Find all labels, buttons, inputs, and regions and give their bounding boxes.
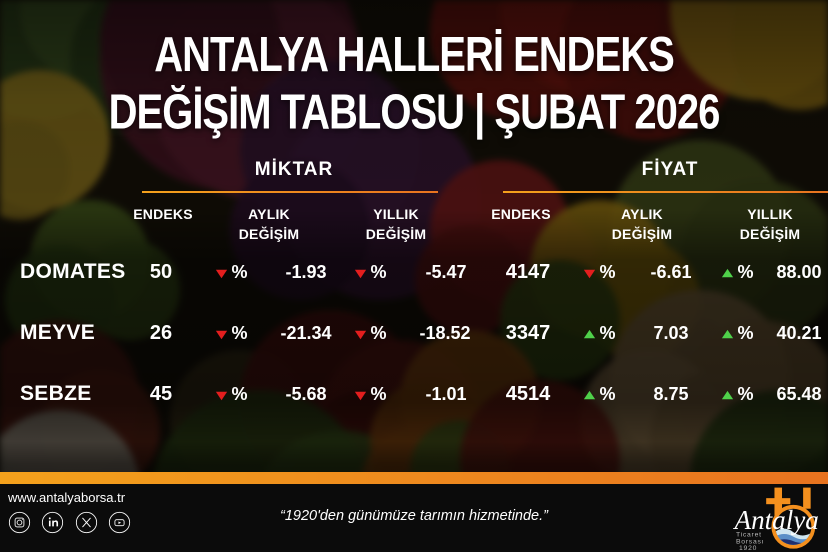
svg-text:Borsası: Borsası xyxy=(736,538,764,545)
svg-text:Antalya: Antalya xyxy=(733,505,819,535)
svg-text:Ticaret: Ticaret xyxy=(736,532,762,539)
svg-text:1920: 1920 xyxy=(739,545,757,551)
